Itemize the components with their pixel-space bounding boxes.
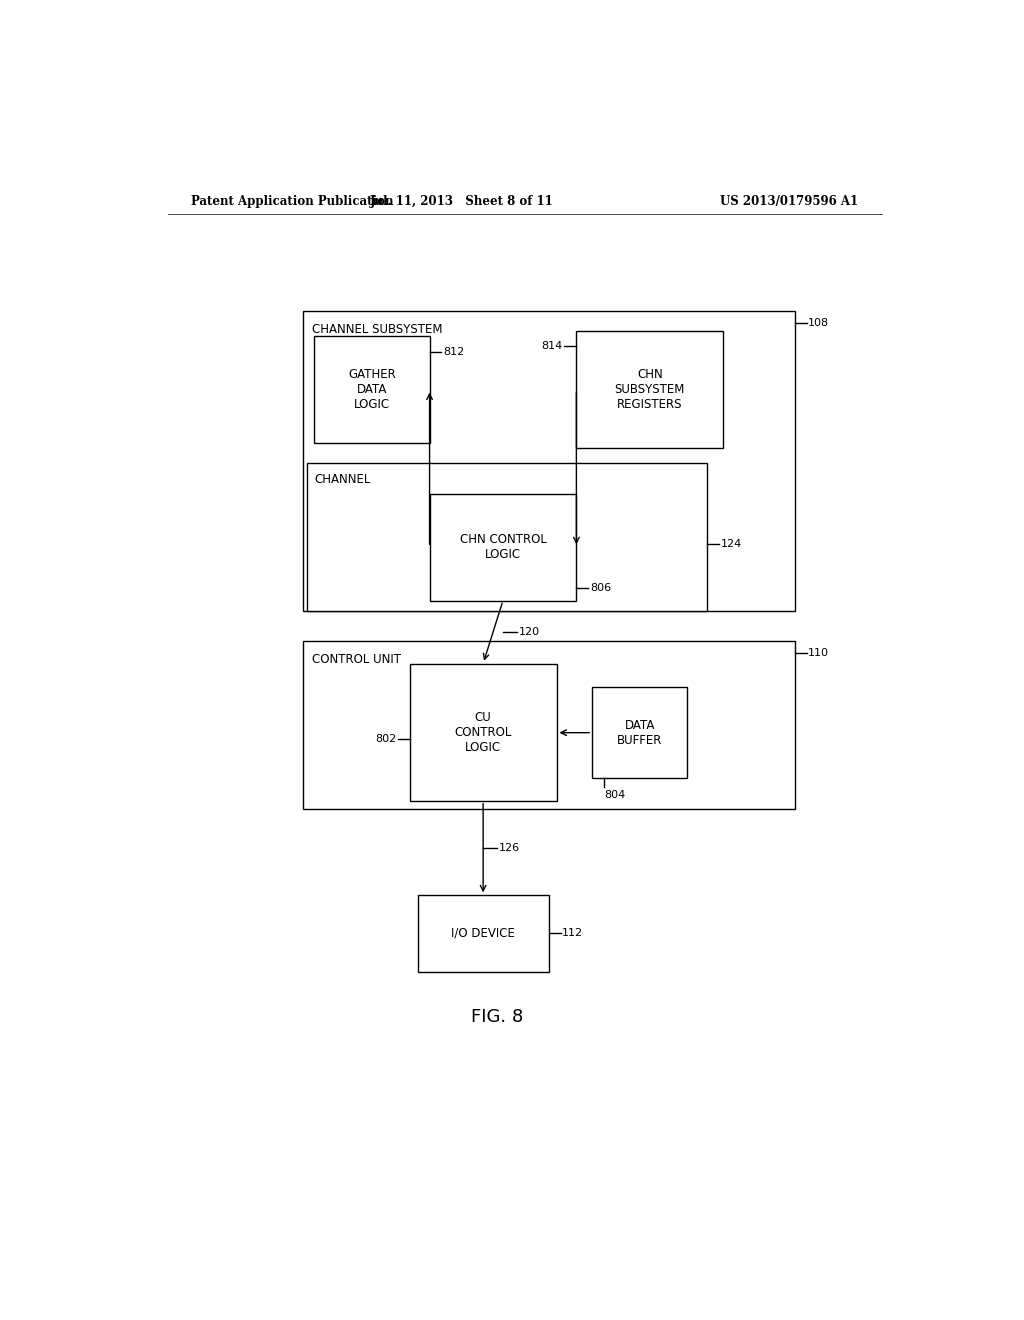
Text: CHN
SUBSYSTEM
REGISTERS: CHN SUBSYSTEM REGISTERS	[614, 368, 685, 411]
Bar	[418, 895, 549, 972]
Text: CU
CONTROL
LOGIC: CU CONTROL LOGIC	[455, 710, 512, 754]
Text: GATHER
DATA
LOGIC: GATHER DATA LOGIC	[348, 368, 396, 411]
Text: Patent Application Publication: Patent Application Publication	[191, 194, 394, 207]
Text: CONTROL UNIT: CONTROL UNIT	[312, 653, 401, 667]
Text: I/O DEVICE: I/O DEVICE	[452, 927, 515, 940]
Bar	[592, 686, 687, 779]
Text: 110: 110	[808, 648, 829, 659]
Text: 802: 802	[375, 734, 396, 744]
Text: CHN CONTROL
LOGIC: CHN CONTROL LOGIC	[460, 533, 547, 561]
Text: CHANNEL: CHANNEL	[314, 474, 371, 487]
Bar	[410, 664, 557, 801]
Text: 806: 806	[590, 583, 611, 593]
Text: Jul. 11, 2013   Sheet 8 of 11: Jul. 11, 2013 Sheet 8 of 11	[370, 194, 553, 207]
Text: 804: 804	[604, 789, 626, 800]
Text: 108: 108	[808, 318, 829, 329]
Text: 814: 814	[542, 342, 563, 351]
Text: 812: 812	[443, 347, 464, 356]
Bar	[314, 337, 430, 444]
Text: CHANNEL SUBSYSTEM: CHANNEL SUBSYSTEM	[312, 323, 442, 337]
Bar	[306, 463, 708, 611]
Text: US 2013/0179596 A1: US 2013/0179596 A1	[720, 194, 858, 207]
Text: 124: 124	[721, 540, 742, 549]
Text: FIG. 8: FIG. 8	[471, 1008, 523, 1026]
Text: 120: 120	[519, 627, 540, 638]
Bar	[430, 494, 577, 601]
Bar	[577, 331, 723, 447]
Text: DATA
BUFFER: DATA BUFFER	[617, 718, 663, 747]
Bar	[303, 312, 795, 611]
Text: 112: 112	[562, 928, 584, 939]
Text: 126: 126	[499, 843, 520, 853]
Bar	[303, 642, 795, 809]
